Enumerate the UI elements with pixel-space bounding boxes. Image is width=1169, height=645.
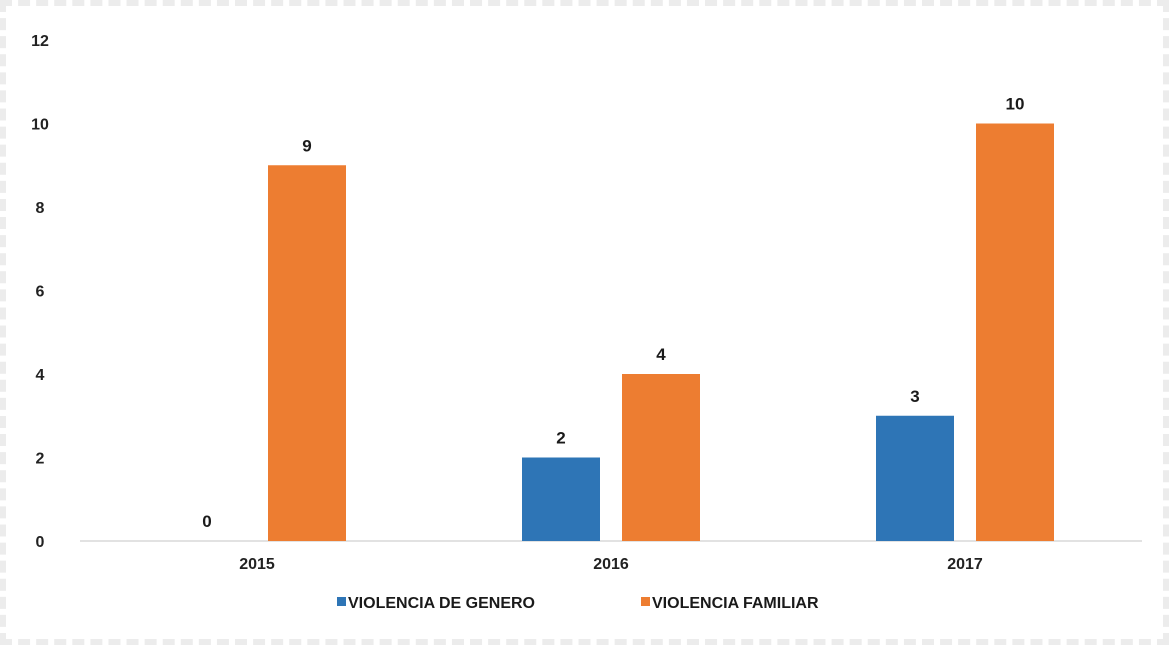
legend-swatch xyxy=(337,597,346,606)
data-label: 2 xyxy=(556,429,565,448)
data-labels: 0 9 2 4 3 10 xyxy=(202,95,1024,532)
y-tick-label: 0 xyxy=(36,534,45,551)
legend-swatch xyxy=(641,597,650,606)
y-tick-label: 2 xyxy=(36,451,45,468)
x-tick-label: 2016 xyxy=(593,556,629,573)
bar-violencia-familiar xyxy=(622,374,700,541)
data-label: 9 xyxy=(302,136,311,155)
legend-label: VIOLENCIA DE GENERO xyxy=(348,595,535,612)
y-tick-label: 8 xyxy=(36,200,45,217)
legend: VIOLENCIA DE GENERO VIOLENCIA FAMILIAR xyxy=(337,595,819,612)
data-label: 10 xyxy=(1006,95,1025,114)
data-label: 0 xyxy=(202,512,211,531)
y-tick-label: 10 xyxy=(31,117,49,134)
x-tick-label: 2015 xyxy=(239,556,275,573)
x-tick-label: 2017 xyxy=(947,556,983,573)
y-tick-label: 12 xyxy=(31,33,49,50)
x-axis: 2015 2016 2017 xyxy=(80,540,1142,573)
bar-violencia-de-genero xyxy=(876,415,954,541)
bar-violencia-familiar xyxy=(976,123,1054,541)
legend-label: VIOLENCIA FAMILIAR xyxy=(652,595,819,612)
bars xyxy=(268,123,1054,541)
y-tick-label: 6 xyxy=(36,284,45,301)
y-axis: 0 2 4 6 8 10 12 xyxy=(31,33,49,551)
data-label: 3 xyxy=(910,387,919,406)
y-tick-label: 4 xyxy=(36,367,45,384)
bar-violencia-familiar xyxy=(268,165,346,541)
bar-violencia-de-genero xyxy=(522,457,600,541)
data-label: 4 xyxy=(656,345,666,364)
